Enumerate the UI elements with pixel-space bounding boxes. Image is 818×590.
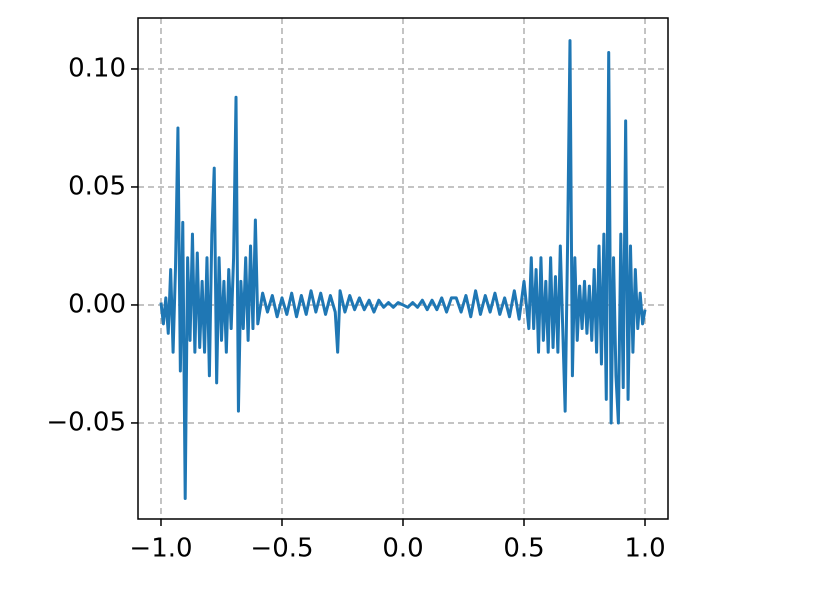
x-tick-label: 0.5 bbox=[503, 534, 544, 564]
x-tick-label: −0.5 bbox=[250, 534, 313, 564]
x-tick-label: −1.0 bbox=[129, 534, 192, 564]
plot bbox=[159, 39, 647, 500]
x-tick-label: 0.0 bbox=[382, 534, 423, 564]
y-tick-label: 0.00 bbox=[68, 289, 126, 319]
x-tick-label: 1.0 bbox=[624, 534, 665, 564]
y-tick-label: 0.05 bbox=[68, 171, 126, 201]
ticks: −1.0 −0.5 0.0 0.5 1.0 −0.05 0.00 0.05 0.10 bbox=[46, 53, 665, 563]
y-tick-label: 0.10 bbox=[68, 53, 126, 83]
y-tick-label: −0.05 bbox=[46, 407, 126, 437]
line bbox=[159, 39, 647, 500]
